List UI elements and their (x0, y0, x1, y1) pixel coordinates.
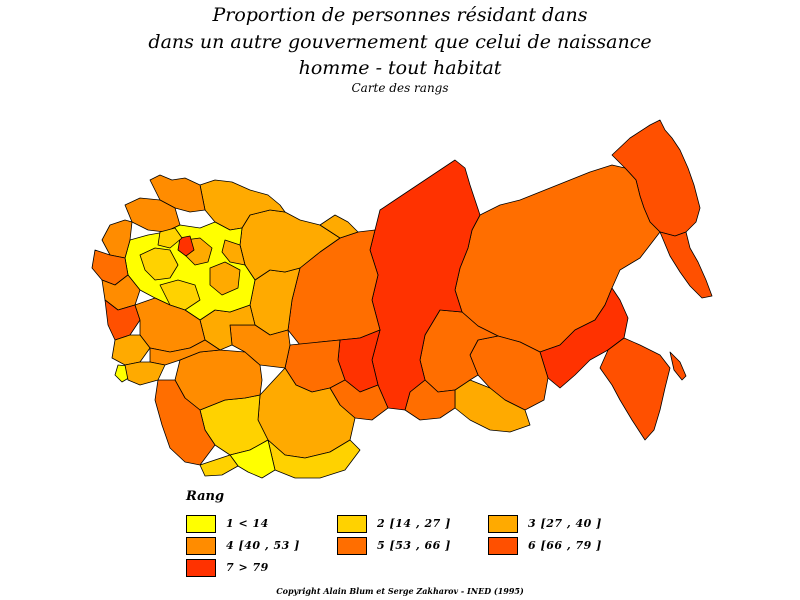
region-primorye (599, 337, 671, 441)
region-yamal (319, 214, 359, 239)
region-central-2 (139, 247, 179, 281)
region-leningrad (101, 219, 133, 259)
map-title-line-3: homme - tout habitat (298, 57, 502, 79)
region-ukraine-south (111, 334, 151, 366)
region-central-6 (221, 239, 246, 266)
region-central-1 (124, 221, 256, 321)
region-central-asia-2 (229, 439, 276, 479)
legend-swatch-4 (186, 537, 216, 555)
region-chita (454, 379, 531, 433)
copyright-notice: Copyright Alain Blum et Serge Zakharov -… (276, 586, 524, 596)
legend-label-3: 3 [27 , 40 ] (528, 517, 602, 530)
legend-swatch-7 (186, 559, 216, 577)
legend-label-1: 1 < 14 (226, 517, 269, 530)
region-central-asia-3 (199, 454, 239, 477)
legend-swatch-3 (488, 515, 518, 533)
map-subtitle: Carte des rangs (351, 81, 449, 95)
region-sakhalin (669, 351, 687, 381)
region-turkmenistan (154, 379, 216, 466)
legend-swatch-2 (337, 515, 367, 533)
region-ukraine-west (104, 299, 141, 341)
legend-swatch-5 (337, 537, 367, 555)
region-caucasus-south (124, 361, 166, 386)
region-kamchatka (659, 231, 713, 299)
region-moscow (177, 235, 195, 257)
legend-swatch-1 (186, 515, 216, 533)
legend-label-7: 7 > 79 (226, 561, 269, 574)
legend-label-2: 2 [14 , 27 ] (377, 517, 451, 530)
region-kazakhstan-south (267, 439, 361, 479)
legend-label-6: 6 [66 , 79 ] (528, 539, 602, 552)
legend-title: Rang (186, 489, 225, 504)
region-khabarovsk (539, 287, 629, 389)
region-yakutia (454, 164, 661, 353)
map-title-line-2: dans un autre gouvernement que celui de … (148, 31, 652, 53)
legend-label-5: 5 [53 , 66 ] (377, 539, 451, 552)
legend-label-4: 4 [40 , 53 ] (226, 539, 300, 552)
region-buryatia (404, 379, 456, 421)
region-urals-2 (229, 324, 291, 369)
region-central-7 (157, 227, 183, 249)
map-title-line-1: Proportion de personnes résidant dans (212, 4, 588, 26)
legend-swatch-6 (488, 537, 518, 555)
region-central-4 (209, 261, 241, 296)
